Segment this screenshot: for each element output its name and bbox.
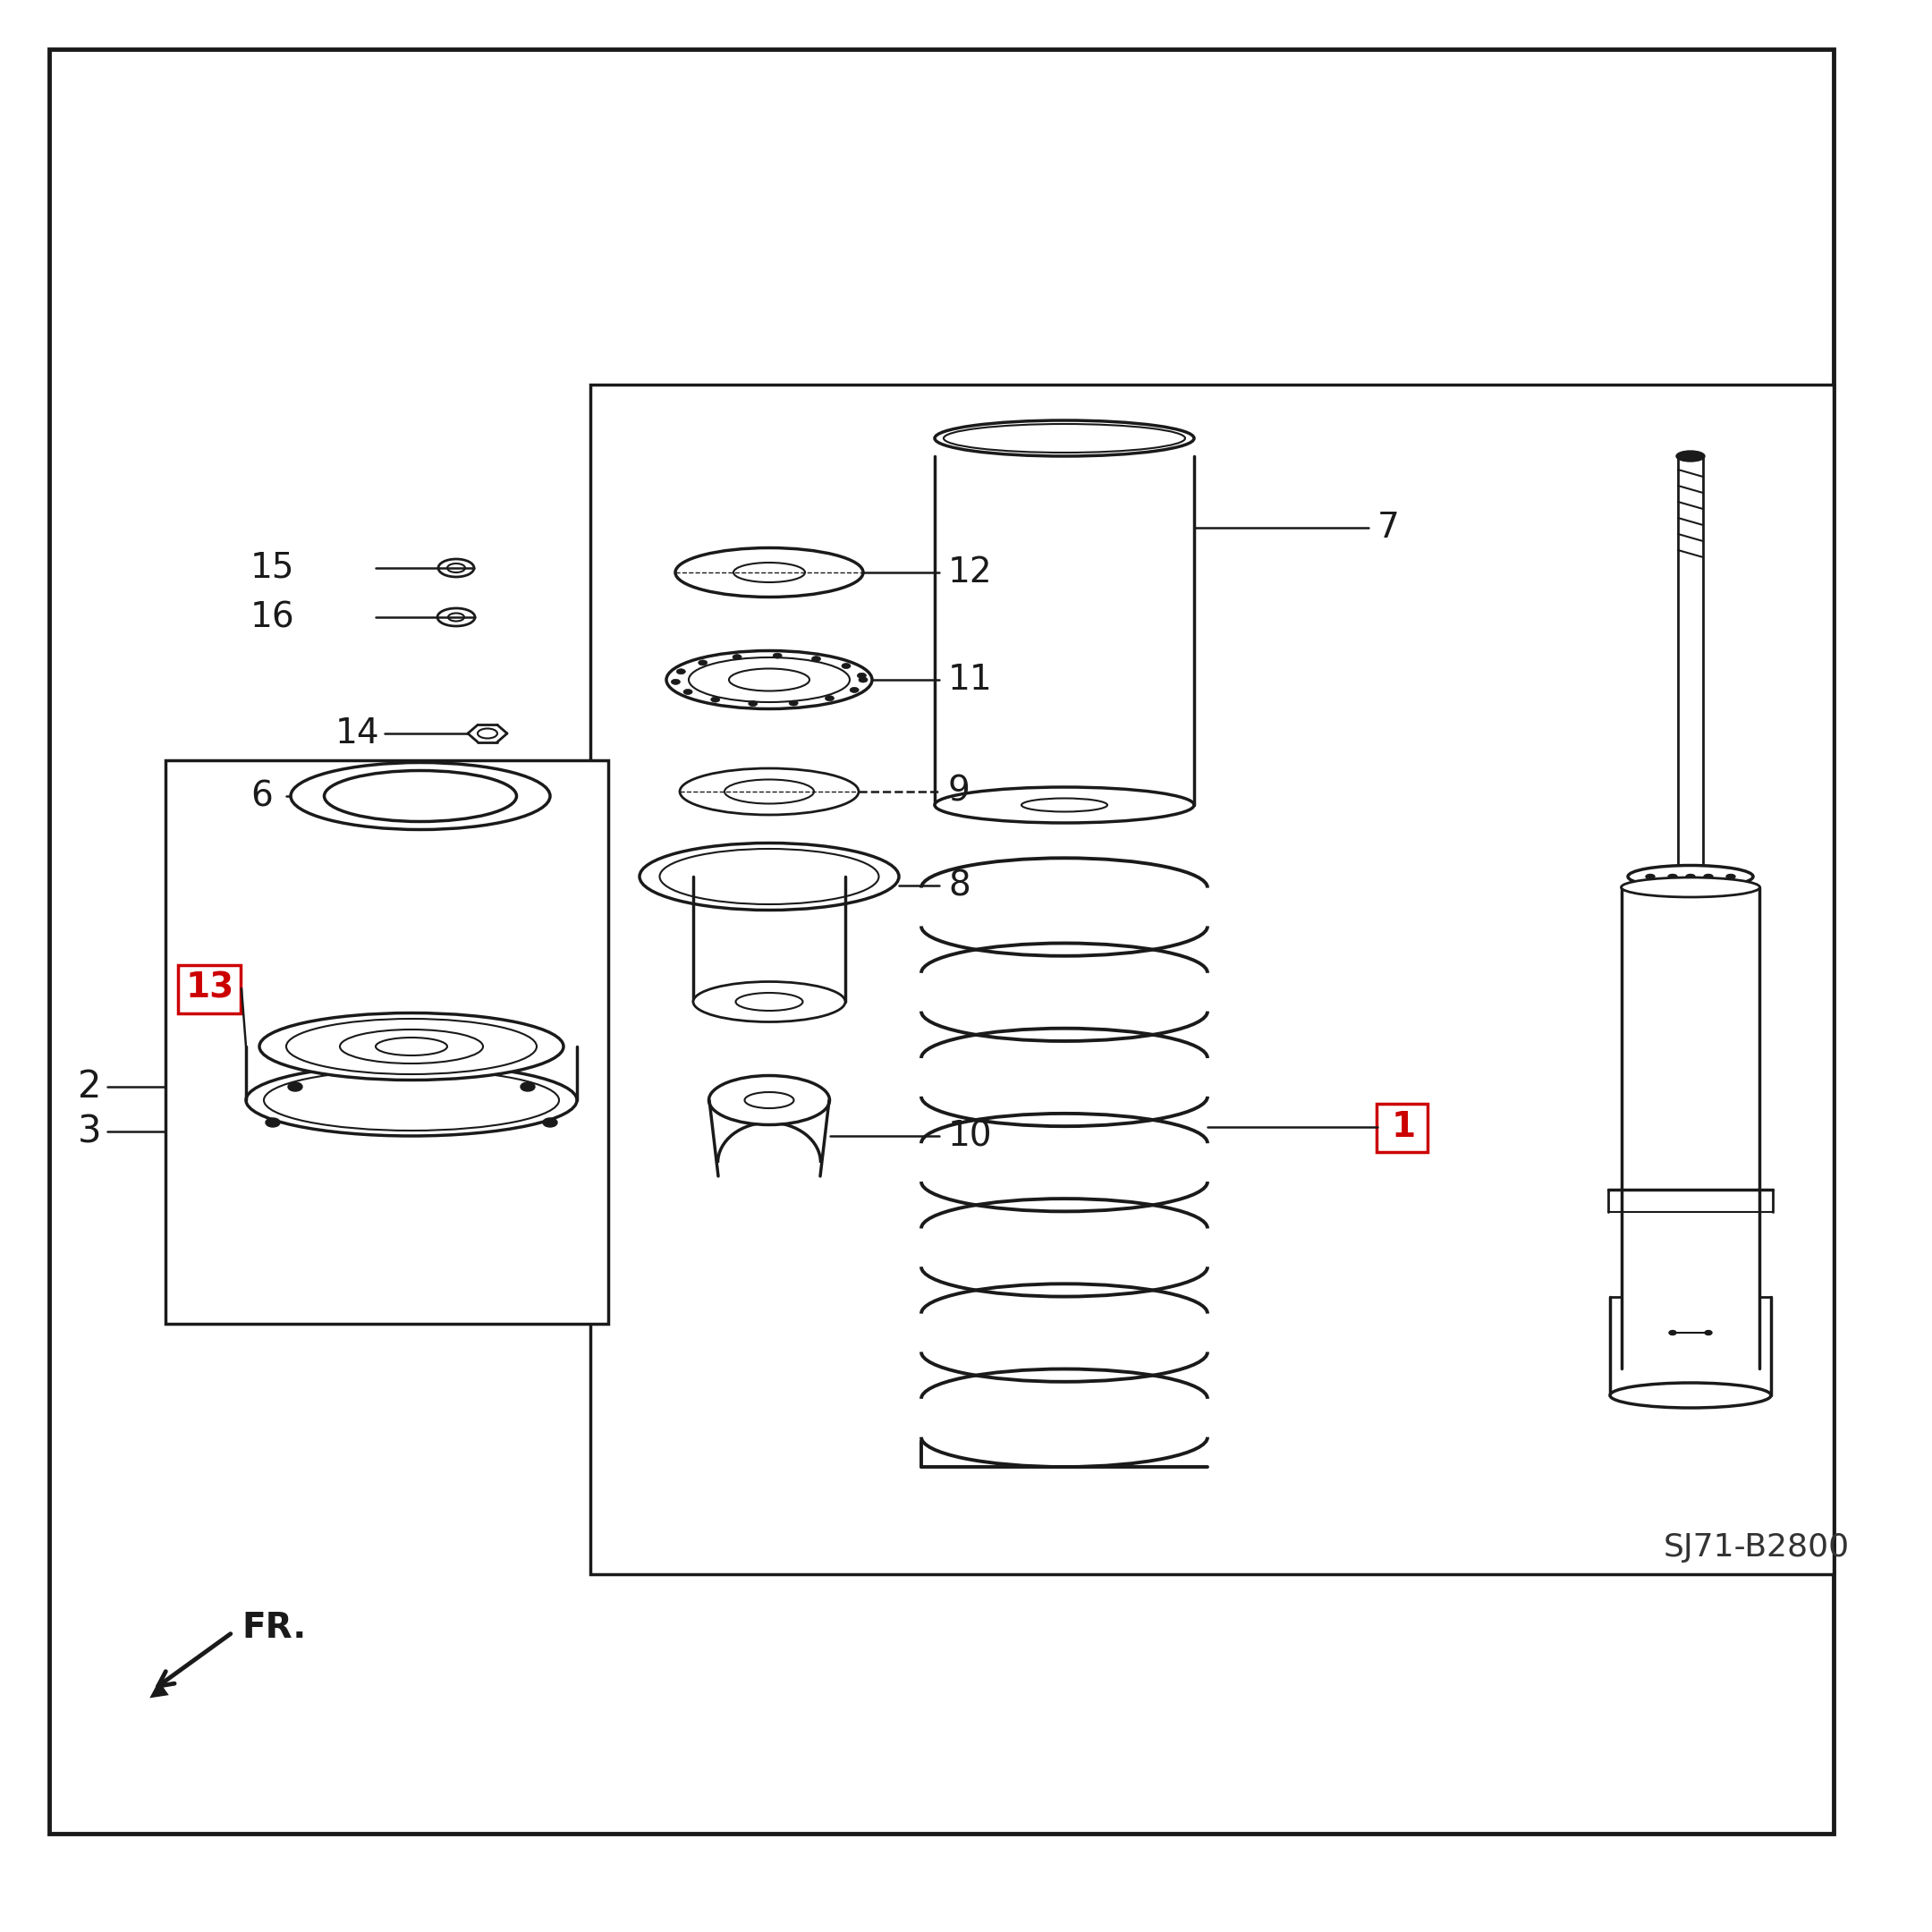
Bar <box>166 761 609 1323</box>
Ellipse shape <box>1704 1331 1712 1335</box>
Ellipse shape <box>437 609 475 626</box>
Ellipse shape <box>684 690 692 694</box>
Ellipse shape <box>1727 875 1735 879</box>
Bar <box>591 384 1833 1575</box>
Ellipse shape <box>935 421 1194 456</box>
Ellipse shape <box>680 769 858 815</box>
Ellipse shape <box>340 1030 483 1063</box>
Ellipse shape <box>1687 875 1694 879</box>
FancyBboxPatch shape <box>1376 1103 1428 1151</box>
Ellipse shape <box>439 558 473 578</box>
Ellipse shape <box>697 661 707 665</box>
Text: 3: 3 <box>77 1113 100 1150</box>
Text: FR.: FR. <box>242 1611 305 1644</box>
Ellipse shape <box>676 668 686 674</box>
Ellipse shape <box>286 1018 537 1074</box>
Ellipse shape <box>659 848 879 904</box>
Ellipse shape <box>448 612 464 622</box>
Ellipse shape <box>1667 875 1677 879</box>
Ellipse shape <box>724 779 813 804</box>
Text: 14: 14 <box>336 717 381 750</box>
Ellipse shape <box>1621 877 1760 896</box>
Ellipse shape <box>688 657 850 701</box>
Ellipse shape <box>670 680 680 684</box>
Ellipse shape <box>267 1119 280 1126</box>
Ellipse shape <box>259 1012 564 1080</box>
Text: 6: 6 <box>251 779 272 813</box>
Text: 8: 8 <box>949 869 970 902</box>
Text: 2: 2 <box>77 1068 100 1105</box>
Ellipse shape <box>709 1076 829 1124</box>
Ellipse shape <box>1609 1383 1772 1408</box>
Ellipse shape <box>446 564 466 572</box>
Ellipse shape <box>736 993 804 1010</box>
Text: 1: 1 <box>1391 1111 1416 1144</box>
Ellipse shape <box>1629 866 1752 887</box>
Ellipse shape <box>858 672 866 678</box>
Ellipse shape <box>1677 450 1704 462</box>
Ellipse shape <box>520 1082 535 1092</box>
Ellipse shape <box>639 842 898 910</box>
Ellipse shape <box>732 655 742 659</box>
Ellipse shape <box>290 763 551 829</box>
Ellipse shape <box>676 549 864 597</box>
Ellipse shape <box>842 663 850 668</box>
Ellipse shape <box>375 1037 446 1055</box>
Text: 15: 15 <box>251 551 296 585</box>
Ellipse shape <box>744 1092 794 1109</box>
Ellipse shape <box>543 1119 556 1126</box>
Ellipse shape <box>265 1070 558 1130</box>
Text: SJ71-B2800: SJ71-B2800 <box>1663 1532 1849 1563</box>
Text: 10: 10 <box>949 1119 993 1153</box>
Ellipse shape <box>1669 1331 1677 1335</box>
Ellipse shape <box>734 562 806 582</box>
Ellipse shape <box>811 657 821 661</box>
Text: 9: 9 <box>949 775 970 810</box>
Ellipse shape <box>288 1082 301 1092</box>
Text: 16: 16 <box>251 601 296 634</box>
Text: 11: 11 <box>949 663 993 697</box>
Ellipse shape <box>788 701 798 705</box>
Ellipse shape <box>245 1065 578 1136</box>
Ellipse shape <box>1022 798 1107 811</box>
Ellipse shape <box>935 786 1194 823</box>
Ellipse shape <box>1704 875 1714 879</box>
Ellipse shape <box>477 728 497 738</box>
Ellipse shape <box>850 688 860 694</box>
Ellipse shape <box>325 771 516 821</box>
Ellipse shape <box>825 696 835 701</box>
Ellipse shape <box>1646 875 1654 879</box>
Ellipse shape <box>858 676 867 682</box>
Ellipse shape <box>728 668 810 692</box>
Ellipse shape <box>773 653 782 659</box>
Ellipse shape <box>748 701 757 707</box>
Text: 7: 7 <box>1378 510 1399 545</box>
Text: 12: 12 <box>949 556 993 589</box>
Ellipse shape <box>667 651 871 709</box>
Ellipse shape <box>694 981 846 1022</box>
Ellipse shape <box>711 697 721 701</box>
FancyBboxPatch shape <box>178 966 242 1014</box>
Text: 13: 13 <box>185 972 234 1005</box>
Ellipse shape <box>943 423 1184 452</box>
